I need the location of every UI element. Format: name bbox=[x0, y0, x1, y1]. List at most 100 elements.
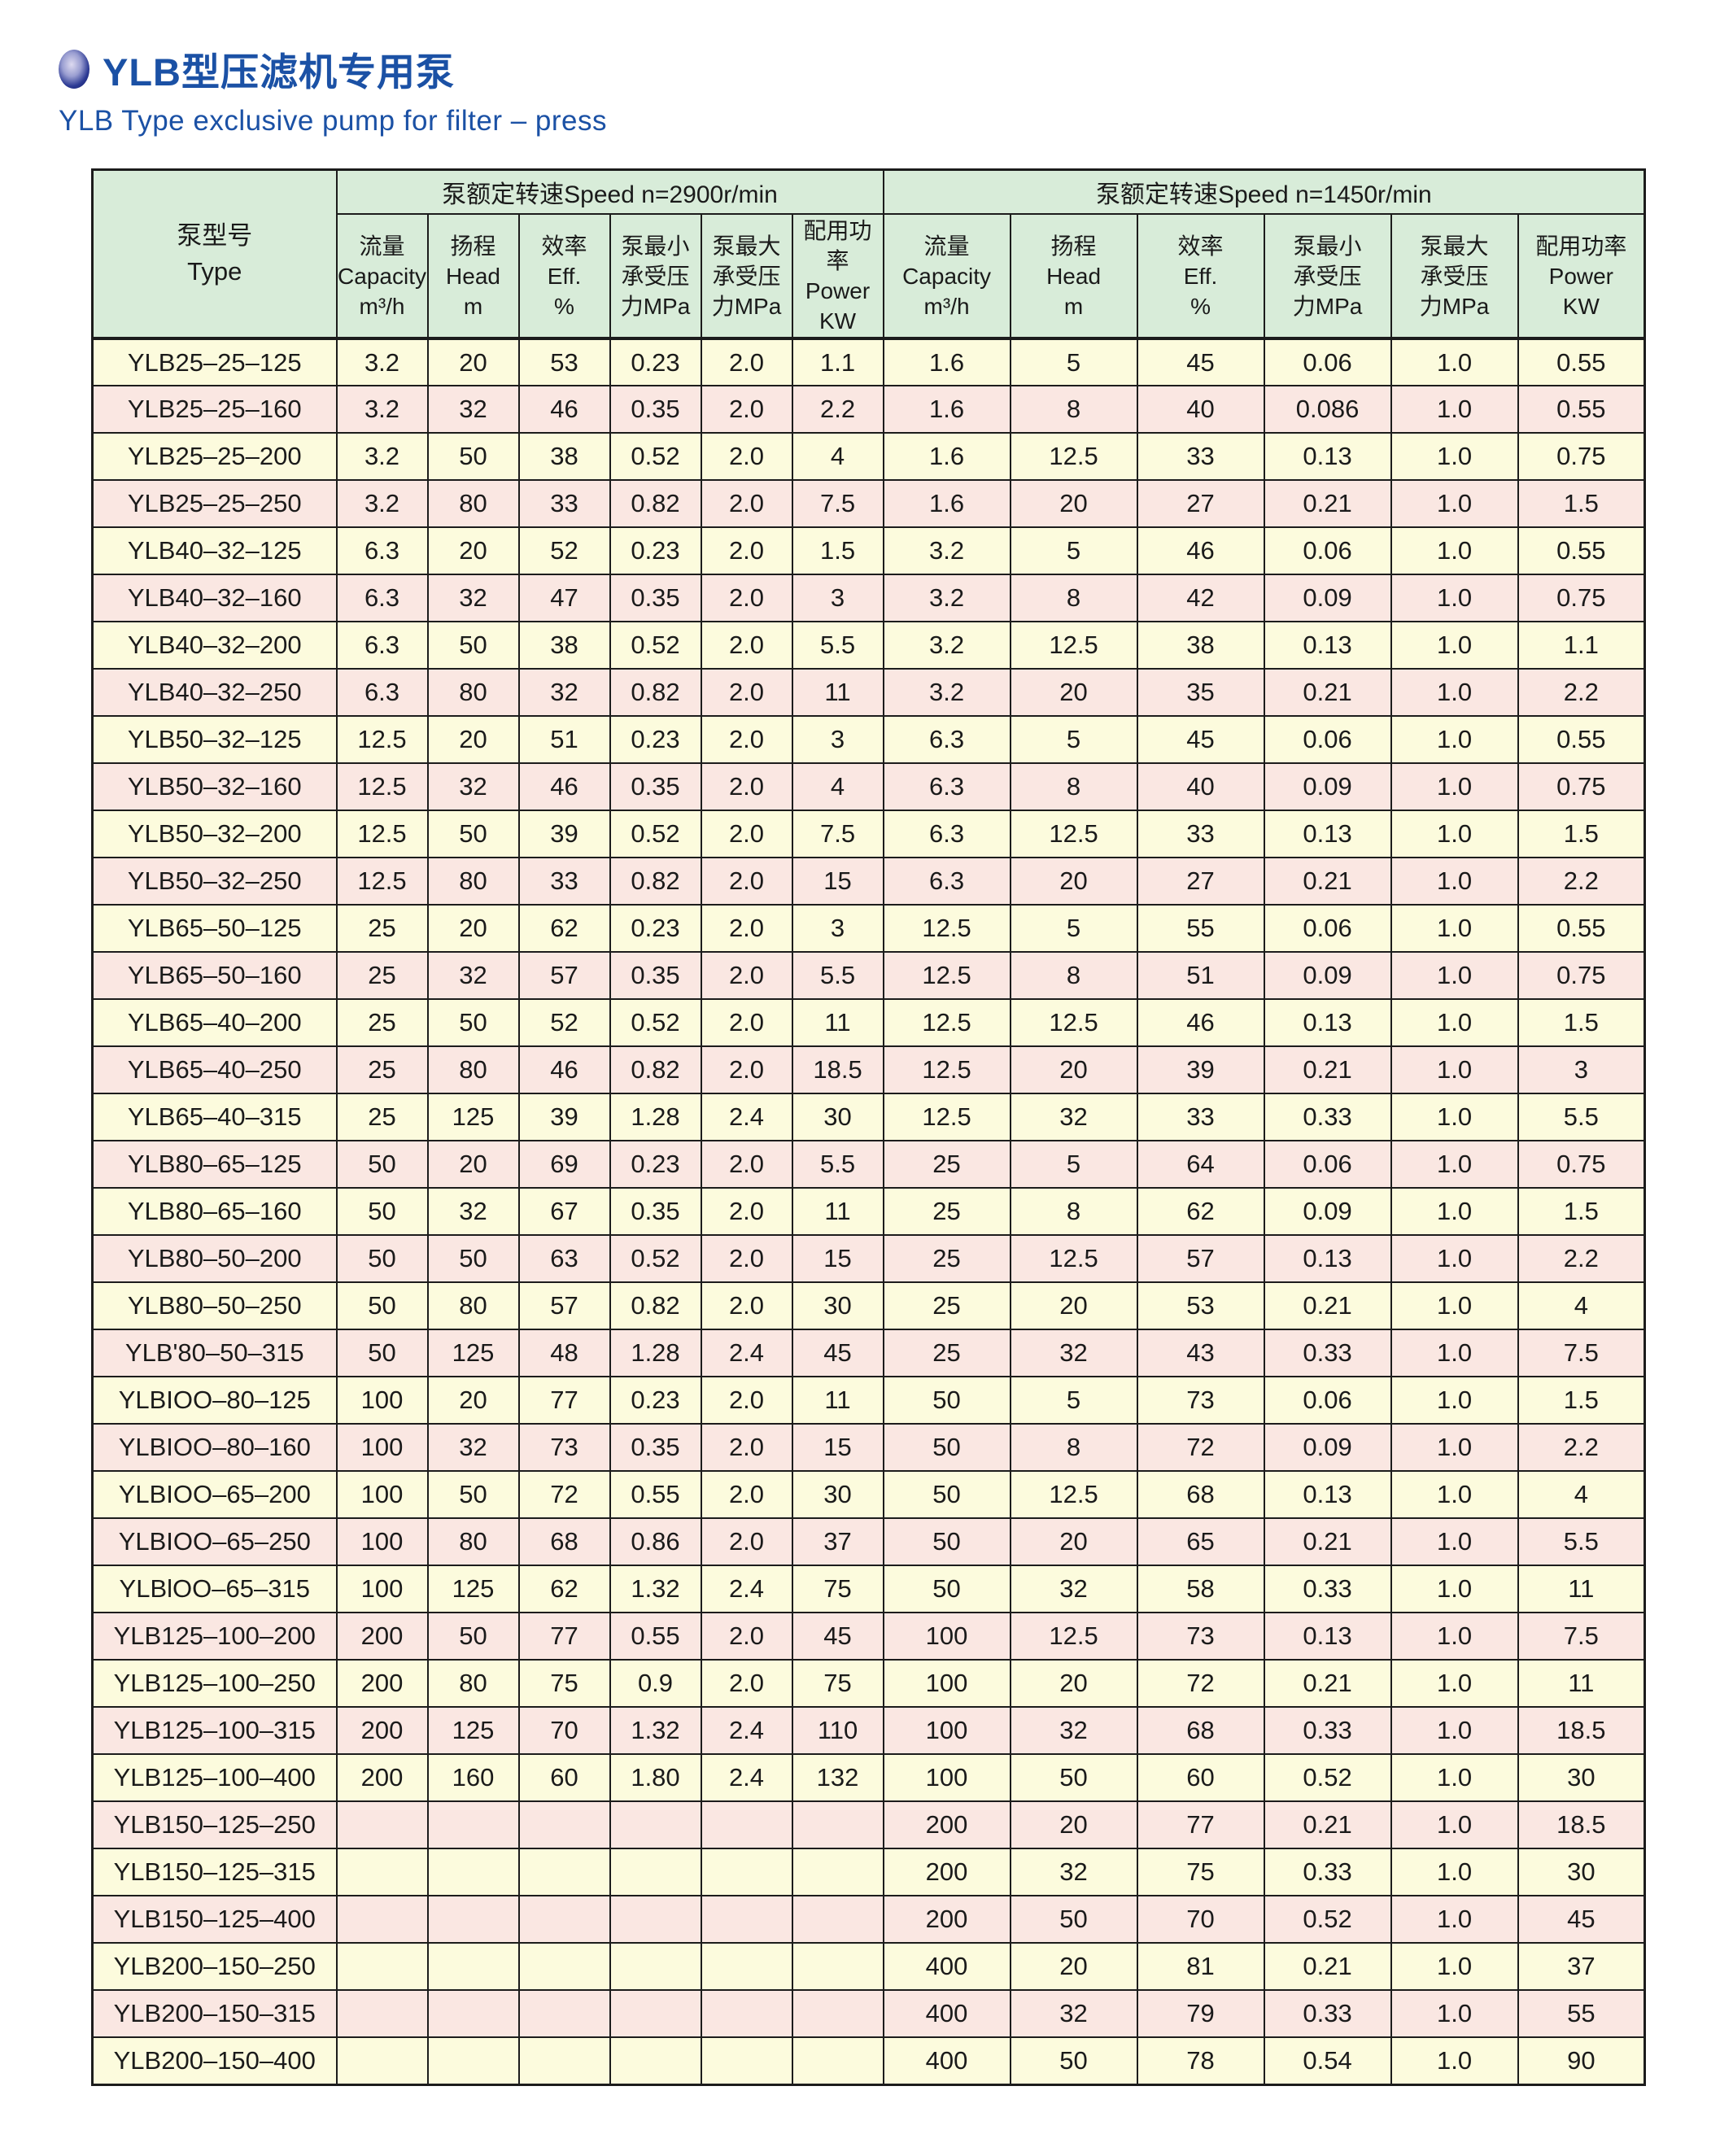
pump-type-cell: YLBIOO–65–250 bbox=[91, 1517, 338, 1566]
value-cell: 2.0 bbox=[700, 810, 793, 858]
value-cell: 8 bbox=[1009, 1187, 1138, 1236]
value-cell: 2.2 bbox=[1517, 857, 1646, 906]
value-cell: 46 bbox=[517, 762, 611, 811]
value-cell: 0.09 bbox=[1263, 1423, 1392, 1472]
value-cell: 0.21 bbox=[1263, 1800, 1392, 1849]
table-row: YLB40–32–200 6.3 50 38 0.52 2.0 5.5 3.2 12.5 38 0.… bbox=[91, 621, 1646, 670]
value-cell: 33 bbox=[1136, 432, 1265, 481]
value-cell: 8 bbox=[1009, 951, 1138, 1000]
value-cell: 80 bbox=[426, 479, 520, 528]
value-cell bbox=[426, 1848, 520, 1896]
value-cell: 1.1 bbox=[791, 338, 884, 386]
value-cell: 1.0 bbox=[1390, 1045, 1519, 1094]
value-cell: 1.0 bbox=[1390, 1470, 1519, 1519]
value-cell: 80 bbox=[426, 1517, 520, 1566]
value-cell: 2.0 bbox=[700, 1423, 793, 1472]
value-cell: 1.0 bbox=[1390, 479, 1519, 528]
value-cell: 25 bbox=[882, 1329, 1011, 1377]
table-row: YLBlOO–65–315 100 125 62 1.32 2.4 75 50 32 58 0.33… bbox=[91, 1565, 1646, 1613]
column-header-line: 力MPa bbox=[711, 293, 782, 319]
pump-type-cell: YLBIOO–65–200 bbox=[91, 1470, 338, 1519]
value-cell: 0.06 bbox=[1263, 904, 1392, 953]
value-cell bbox=[609, 1895, 702, 1944]
table-row: YLB40–32–250 6.3 80 32 0.82 2.0 11 3.2 20 35 0.21 1… bbox=[91, 668, 1646, 717]
value-cell: 400 bbox=[882, 1989, 1011, 2038]
value-cell: 50 bbox=[335, 1329, 429, 1377]
value-cell: 46 bbox=[1136, 998, 1265, 1047]
value-cell: 1.0 bbox=[1390, 1895, 1519, 1944]
value-cell: 100 bbox=[335, 1470, 429, 1519]
value-cell: 73 bbox=[1136, 1612, 1265, 1661]
value-cell: 0.86 bbox=[609, 1517, 702, 1566]
value-cell: 0.13 bbox=[1263, 621, 1392, 670]
value-cell: 1.5 bbox=[1517, 479, 1646, 528]
value-cell: 45 bbox=[1136, 715, 1265, 764]
value-cell bbox=[426, 1989, 520, 2038]
value-cell: 1.80 bbox=[609, 1753, 702, 1802]
bullet-icon bbox=[59, 49, 89, 89]
value-cell: 2.0 bbox=[700, 762, 793, 811]
value-cell: 11 bbox=[791, 998, 884, 1047]
value-cell: 4 bbox=[791, 762, 884, 811]
value-cell: 0.06 bbox=[1263, 526, 1392, 575]
value-cell: 8 bbox=[1009, 1423, 1138, 1472]
table-row: YLB25–25–250 3.2 80 33 0.82 2.0 7.5 1.6 20 27 0.21… bbox=[91, 479, 1646, 528]
pump-type-cell: YLBlOO–65–315 bbox=[91, 1565, 338, 1613]
value-cell bbox=[426, 2036, 520, 2085]
value-cell bbox=[335, 1989, 429, 2038]
value-cell: 64 bbox=[1136, 1140, 1265, 1189]
value-cell: 20 bbox=[1009, 668, 1138, 717]
value-cell: 50 bbox=[426, 1470, 520, 1519]
pump-type-cell: YLB50–32–160 bbox=[91, 762, 338, 811]
value-cell bbox=[700, 1942, 793, 1991]
value-cell: 12.5 bbox=[1009, 1612, 1138, 1661]
value-cell: 80 bbox=[426, 857, 520, 906]
table-row: YLB25–25–200 3.2 50 38 0.52 2.0 4 1.6 12.5 33 0.13… bbox=[91, 432, 1646, 481]
value-cell: 2.0 bbox=[700, 385, 793, 434]
pump-type-cell: YLB125–100–250 bbox=[91, 1659, 338, 1708]
value-cell: 52 bbox=[517, 998, 611, 1047]
value-cell: 0.09 bbox=[1263, 574, 1392, 622]
value-cell: 0.21 bbox=[1263, 668, 1392, 717]
value-cell: 400 bbox=[882, 2036, 1011, 2085]
value-cell: 32 bbox=[426, 762, 520, 811]
value-cell: 53 bbox=[1136, 1281, 1265, 1330]
value-cell: 5 bbox=[1009, 526, 1138, 575]
value-cell: 80 bbox=[426, 668, 520, 717]
value-cell: 1.32 bbox=[609, 1706, 702, 1755]
column-header-line: Eff. bbox=[1183, 263, 1218, 289]
value-cell: 3.2 bbox=[335, 385, 429, 434]
value-cell: 100 bbox=[335, 1423, 429, 1472]
value-cell: 68 bbox=[1136, 1470, 1265, 1519]
value-cell: 12.5 bbox=[882, 998, 1011, 1047]
value-cell: 11 bbox=[791, 668, 884, 717]
column-header-line: Capacity bbox=[902, 263, 992, 289]
value-cell: 25 bbox=[335, 998, 429, 1047]
value-cell: 1.0 bbox=[1390, 1093, 1519, 1141]
table-row: YLB65–40–200 25 50 52 0.52 2.0 11 12.5 12.5 46 0.1… bbox=[91, 998, 1646, 1047]
value-cell: 90 bbox=[1517, 2036, 1646, 2085]
column-header-line: 扬程 bbox=[450, 233, 496, 259]
value-cell: 62 bbox=[517, 904, 611, 953]
value-cell: 0.75 bbox=[1517, 762, 1646, 811]
column-header-line: 效率 bbox=[1177, 233, 1224, 259]
value-cell: 3.2 bbox=[882, 574, 1011, 622]
value-cell: 2.0 bbox=[700, 432, 793, 481]
value-cell: 1.0 bbox=[1390, 715, 1519, 764]
type-header-en: Type bbox=[187, 257, 242, 286]
value-cell: 50 bbox=[335, 1187, 429, 1236]
value-cell: 0.21 bbox=[1263, 1517, 1392, 1566]
value-cell: 1.6 bbox=[882, 479, 1011, 528]
value-cell: 0.55 bbox=[1517, 526, 1646, 575]
value-cell: 100 bbox=[335, 1517, 429, 1566]
value-cell: 62 bbox=[1136, 1187, 1265, 1236]
value-cell: 20 bbox=[426, 526, 520, 575]
value-cell: 72 bbox=[1136, 1423, 1265, 1472]
value-cell: 1.0 bbox=[1390, 338, 1519, 386]
table-row: YLB'80–50–315 50 125 48 1.28 2.4 45 25 32 43 0.33 1… bbox=[91, 1329, 1646, 1377]
pump-type-cell: YLB125–100–200 bbox=[91, 1612, 338, 1661]
column-header-1450-capacity: 流量 Capacity m³/h bbox=[882, 213, 1011, 339]
table-row: YLB50–32–200 12.5 50 39 0.52 2.0 7.5 6.3 12.5 33 0… bbox=[91, 810, 1646, 858]
value-cell: 0.13 bbox=[1263, 432, 1392, 481]
value-cell: 1.0 bbox=[1390, 904, 1519, 953]
